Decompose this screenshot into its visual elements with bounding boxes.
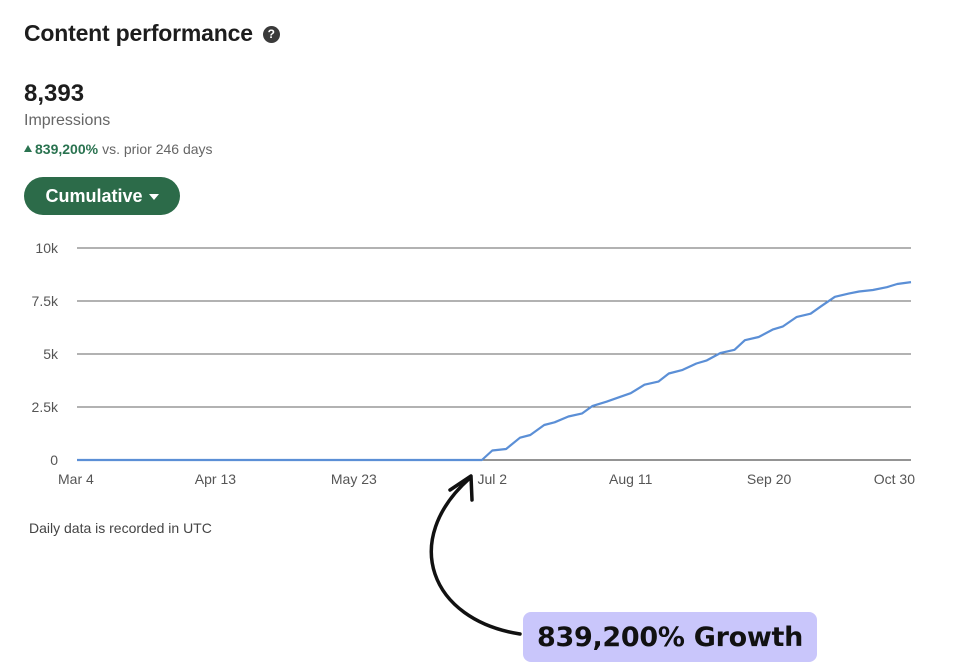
help-circle-icon[interactable]: ? [262, 25, 280, 43]
delta-row: 839,200% vs. prior 246 days [24, 141, 213, 157]
view-selector-button[interactable]: Cumulative [24, 177, 180, 215]
x-tick-label: Jul 2 [477, 471, 507, 487]
x-tick-label: Mar 4 [58, 471, 94, 487]
x-tick-label: Aug 11 [609, 471, 653, 487]
x-tick-label: Apr 13 [195, 471, 236, 487]
title-row: Content performance ? [24, 20, 280, 47]
y-tick-label: 7.5k [32, 293, 59, 309]
growth-annotation: 839,200% Growth [523, 612, 817, 662]
delta-text: vs. prior 246 days [102, 141, 213, 157]
x-tick-label: May 23 [331, 471, 377, 487]
impressions-chart: 0 2.5k 5k 7.5k 10k Mar 4 Apr 13 May 23 Jul 2 Aug … [32, 240, 916, 487]
y-tick-label: 10k [35, 240, 59, 256]
x-tick-label: Oct 30 [874, 471, 915, 487]
y-tick-label: 5k [43, 346, 59, 362]
y-tick-label: 2.5k [32, 399, 59, 415]
impressions-line [77, 281, 912, 462]
impressions-value: 8,393 [24, 80, 85, 107]
view-selector-label: Cumulative [45, 185, 143, 206]
page-title: Content performance [24, 20, 253, 46]
x-tick-label: Sep 20 [747, 471, 792, 487]
delta-value: 839,200% [35, 141, 99, 157]
up-arrow-icon [24, 145, 32, 152]
y-tick-label: 0 [50, 452, 58, 468]
impressions-label: Impressions [24, 112, 111, 129]
footnote: Daily data is recorded in UTC [29, 520, 212, 536]
caret-down-icon [148, 194, 159, 200]
delta-badge: 839,200% [24, 141, 98, 157]
